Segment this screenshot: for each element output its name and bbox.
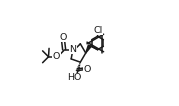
Text: O: O [59, 33, 67, 42]
Text: HO: HO [67, 73, 81, 82]
Text: O: O [53, 52, 60, 61]
Text: O: O [84, 65, 91, 74]
Text: Cl: Cl [93, 26, 102, 35]
Polygon shape [86, 45, 91, 53]
Text: N: N [69, 45, 76, 54]
